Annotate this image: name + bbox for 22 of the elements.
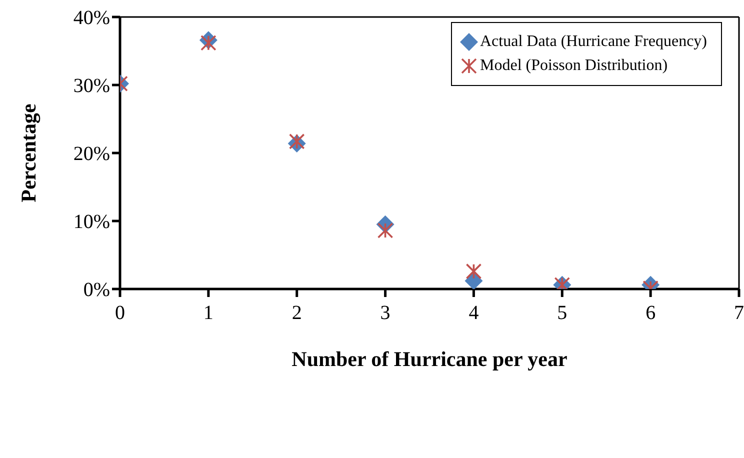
- point: [466, 263, 482, 280]
- y-tick-label: 0%: [83, 279, 110, 302]
- x-tick-label: 5: [557, 302, 568, 324]
- y-tick-label: 40%: [73, 7, 110, 30]
- point: [200, 34, 216, 51]
- x-tick-label: 2: [292, 302, 302, 324]
- legend-label: Model (Poisson Distribution): [480, 57, 668, 75]
- y-tick-label: 20%: [73, 143, 110, 166]
- x-tick-label: 7: [734, 302, 744, 324]
- x-tick-label: 6: [646, 302, 656, 324]
- point: [464, 272, 483, 289]
- x-tick-label: 1: [203, 302, 214, 324]
- legend-label: Actual Data (Hurricane Frequency): [480, 33, 707, 51]
- x-tick-label: 3: [380, 302, 390, 324]
- x-axis-title: Number of Hurricane per year: [292, 347, 568, 371]
- y-tick-label: 30%: [73, 75, 110, 98]
- point: [288, 134, 305, 150]
- y-axis-title: Percentage: [16, 104, 40, 202]
- x-tick-label: 0: [115, 302, 125, 324]
- x-tick-label: 4: [468, 302, 479, 324]
- point: [377, 222, 394, 238]
- y-tick-label: 10%: [73, 211, 110, 234]
